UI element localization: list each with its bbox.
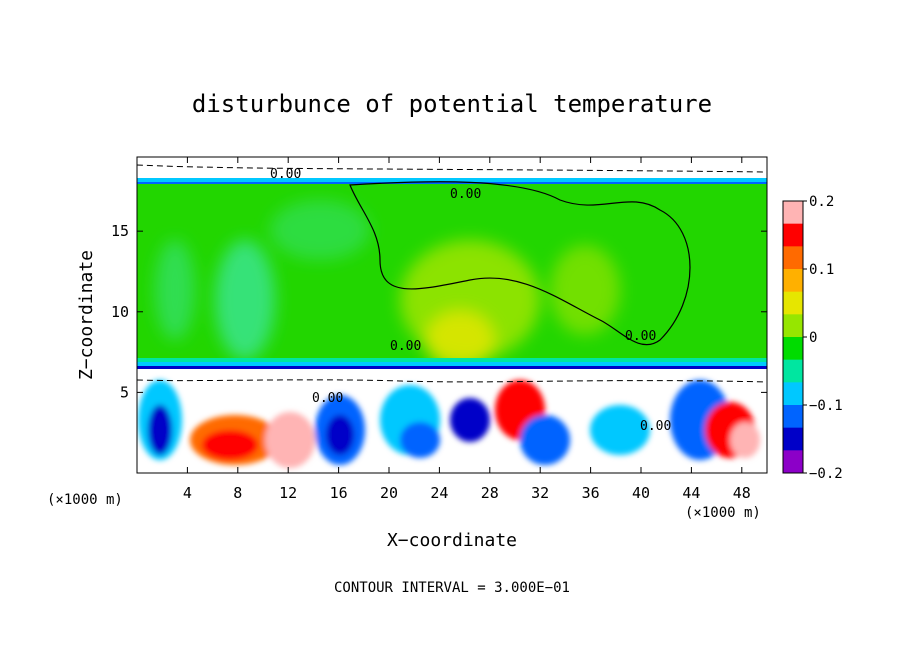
x-tick-label: 40 — [632, 484, 650, 502]
x-tick-label: 12 — [279, 484, 297, 502]
x-tick-label: 48 — [733, 484, 751, 502]
colorbar-swatch — [783, 246, 803, 270]
colorbar-swatch — [783, 269, 803, 293]
contour-label: 0.00 — [390, 339, 421, 354]
x-tick-label: 24 — [430, 484, 448, 502]
colorbar-swatch — [783, 291, 803, 315]
x-tick-label: 20 — [380, 484, 398, 502]
contour-label: 0.00 — [625, 329, 656, 344]
colorbar-swatch — [783, 427, 803, 451]
contour-label: 0.00 — [450, 187, 481, 202]
y-tick-label: 10 — [111, 303, 129, 321]
x-unit-right: (×1000 m) — [685, 505, 761, 521]
x-axis-label: X−coordinate — [387, 530, 517, 551]
contour-label: 0.00 — [312, 391, 343, 406]
contour-interval-note: CONTOUR INTERVAL = 3.000E−01 — [334, 580, 570, 596]
contour-label: 0.00 — [270, 167, 301, 182]
plot-frame — [136, 156, 768, 474]
colorbar-swatch — [783, 359, 803, 383]
colorbar-swatch — [783, 405, 803, 429]
colorbar-swatch — [783, 223, 803, 247]
y-axis-label: Z−coordinate — [76, 250, 97, 380]
contour-labels: 0.00 0.00 0.00 0.00 0.00 0.00 — [270, 167, 671, 434]
x-tick-label: 4 — [183, 484, 192, 502]
colorbar-swatch — [783, 337, 803, 361]
x-tick-label: 32 — [531, 484, 549, 502]
colorbar-swatch — [783, 314, 803, 338]
x-tick-label: 44 — [682, 484, 700, 502]
colorbar-tick-label: 0 — [809, 330, 817, 346]
colorbar-swatch — [783, 450, 803, 474]
y-tick-label: 15 — [111, 222, 129, 240]
x-axis-ticks: 4 8 12 16 20 24 28 32 36 40 44 48 — [183, 157, 751, 502]
colorbar: 0.2 0.1 0 −0.1 −0.2 — [782, 194, 843, 482]
colorbar-swatch — [783, 382, 803, 406]
colorbar-tick-label: −0.1 — [809, 398, 843, 414]
x-unit-left: (×1000 m) — [47, 492, 123, 508]
colorbar-tick-label: 0.1 — [809, 262, 834, 278]
x-tick-label: 8 — [233, 484, 242, 502]
chart-title: disturbunce of potential temperature — [192, 90, 712, 118]
x-tick-label: 36 — [582, 484, 600, 502]
colorbar-swatch — [783, 201, 803, 225]
x-tick-label: 28 — [481, 484, 499, 502]
y-axis-ticks: 5 10 15 — [111, 222, 767, 401]
y-tick-label: 5 — [120, 383, 129, 401]
contour-label: 0.00 — [640, 419, 671, 434]
x-tick-label: 16 — [330, 484, 348, 502]
colorbar-tick-label: −0.2 — [809, 466, 843, 482]
colorbar-tick-label: 0.2 — [809, 194, 834, 210]
heatmap-field — [137, 157, 767, 473]
